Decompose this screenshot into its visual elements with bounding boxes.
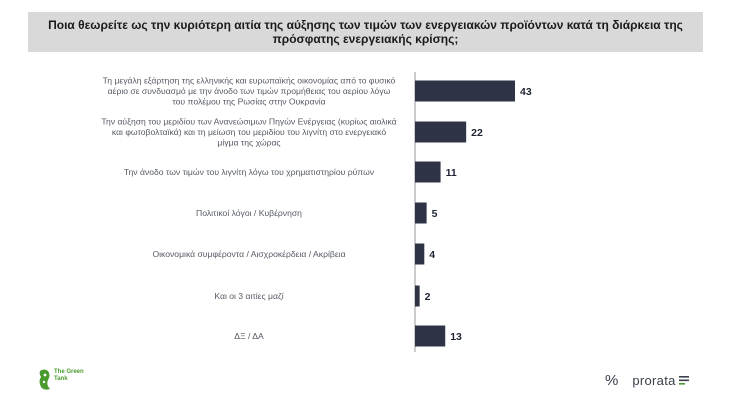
category-label: Τη μεγάλη εξάρτηση της ελληνικής και ευρ… xyxy=(103,76,396,107)
green-tank-logo-icon xyxy=(39,369,50,390)
prorata-bars-icon xyxy=(678,376,689,385)
bar-value-label: 11 xyxy=(446,167,457,179)
bar xyxy=(415,202,427,224)
category-label: Πολιτικοί λόγοι / Κυβέρνηση xyxy=(196,208,302,218)
bar-value-label: 4 xyxy=(429,249,435,261)
bar xyxy=(415,121,467,143)
bar xyxy=(415,325,446,347)
bar xyxy=(415,161,441,183)
green-tank-logo-text: The Green Tank xyxy=(54,369,84,382)
bar xyxy=(415,285,420,307)
prorata-logo: % prorata xyxy=(605,370,690,390)
prorata-wordmark: prorata xyxy=(632,372,676,388)
bar-value-label: 43 xyxy=(520,86,532,98)
category-label: ΔΞ / ΔΑ xyxy=(234,331,264,341)
category-label: Οικονομικά συμφέροντα / Αισχροκέρδεια / … xyxy=(152,249,345,259)
chart-title: Ποια θεωρείτε ως την κυριότερη αιτία της… xyxy=(48,18,683,46)
bar xyxy=(415,80,515,102)
bar-value-label: 22 xyxy=(471,127,483,139)
bar xyxy=(415,243,425,265)
bar-value-label: 2 xyxy=(425,291,431,303)
category-label: Την αύξηση του μεριδίου των Ανανεώσιμων … xyxy=(101,117,396,148)
prorata-percent-icon: % xyxy=(605,371,619,389)
category-label: Και οι 3 αιτίες μαζί xyxy=(214,291,283,301)
bar-value-label: 5 xyxy=(432,208,438,220)
category-label: Την άνοδο των τιμών του λιγνίτη λόγω του… xyxy=(124,167,374,177)
bar-value-label: 13 xyxy=(450,331,462,343)
chart-header: Ποια θεωρείτε ως την κυριότερη αιτία της… xyxy=(28,12,703,52)
